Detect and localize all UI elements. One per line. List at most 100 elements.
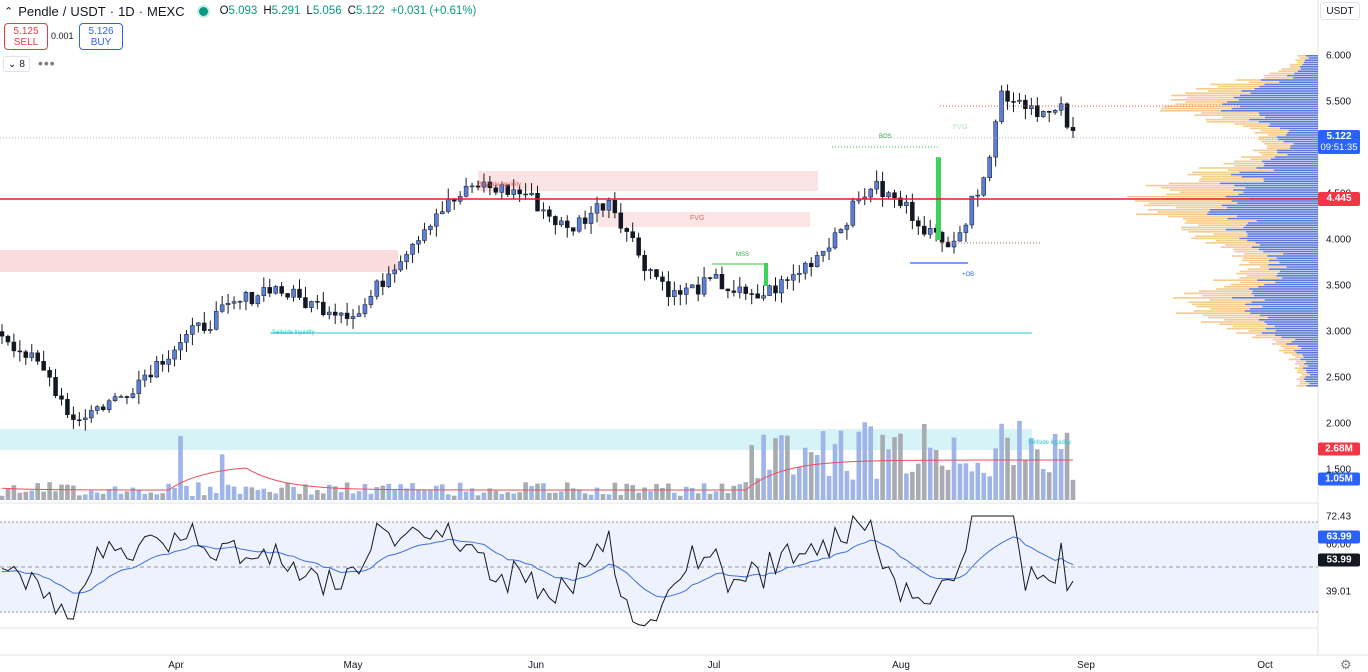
- volume-bar: [172, 487, 177, 500]
- candle-body: [916, 220, 921, 227]
- candle-body: [529, 192, 534, 195]
- volume-profile-bar: [1192, 171, 1240, 174]
- volume-profile-bar: [1182, 217, 1228, 220]
- volume-profile-bar: [1243, 191, 1318, 193]
- volume-bar: [820, 431, 826, 500]
- fvg-label: FVG: [690, 215, 705, 222]
- volume-profile-bar: [1263, 178, 1318, 180]
- price-tick: 3.000: [1326, 326, 1352, 338]
- candle-body: [1046, 111, 1052, 113]
- volume-profile-bar: [1195, 88, 1255, 90]
- volume-profile-bar: [1303, 367, 1318, 369]
- price-tick: 2.500: [1326, 372, 1352, 384]
- volume-bar: [725, 493, 731, 500]
- candle-body: [672, 290, 677, 298]
- volume-profile-bar: [1300, 358, 1318, 361]
- candle-body: [701, 277, 707, 295]
- volume-profile-bar: [1188, 301, 1252, 303]
- currency-button[interactable]: USDT: [1320, 2, 1360, 20]
- volume-bar: [1058, 449, 1064, 500]
- volume-bar: [29, 490, 35, 500]
- volume-profile-bar: [1166, 193, 1239, 196]
- indicators-toggle-button[interactable]: ⌄ 8: [3, 56, 30, 72]
- candle-body: [785, 279, 790, 281]
- volume-bar: [701, 483, 707, 500]
- volume-profile-bar: [1268, 268, 1318, 270]
- candle-body: [588, 212, 594, 224]
- candle-body: [83, 417, 88, 420]
- volume-profile-bar: [1239, 264, 1269, 266]
- candle-body: [136, 379, 142, 394]
- volume-bar: [23, 491, 29, 500]
- volume-profile-bar: [1234, 184, 1318, 187]
- candle-body: [446, 199, 451, 212]
- volume-profile-bar: [1191, 237, 1240, 240]
- volume-profile-bar: [1276, 275, 1318, 277]
- candle-body: [910, 201, 915, 221]
- volume-profile-bar: [1295, 338, 1318, 341]
- volume-profile-bar: [1160, 187, 1246, 189]
- candle-body: [321, 301, 326, 316]
- volume-profile-bar: [1245, 303, 1318, 306]
- volume-profile-bar: [1295, 59, 1306, 61]
- volume-bar: [249, 487, 255, 500]
- volume-bar: [767, 469, 772, 500]
- volume-profile-bar: [1258, 138, 1279, 141]
- candle-body: [154, 361, 159, 378]
- candle-body: [505, 184, 510, 195]
- volume-bar: [749, 445, 754, 500]
- volume-bar: [285, 482, 290, 500]
- volume-profile-bar: [1299, 382, 1310, 385]
- volume-profile-bar: [1232, 325, 1275, 328]
- volume-profile-bar: [1302, 354, 1318, 356]
- volume-profile-bar: [1219, 323, 1267, 325]
- volume-profile-bar: [1296, 352, 1318, 354]
- market-status-icon[interactable]: [196, 4, 210, 18]
- sell-button[interactable]: 5.125 SELL: [4, 23, 48, 50]
- volume-profile-bar: [1255, 242, 1318, 244]
- low-value: 5.056: [312, 5, 342, 17]
- candle-body: [838, 229, 844, 234]
- price-tick: 6.000: [1326, 50, 1352, 62]
- volume-bar: [321, 493, 326, 500]
- volume-bar: [184, 485, 189, 500]
- volume-profile-bar: [1274, 156, 1318, 158]
- volume-bar: [315, 489, 320, 500]
- volume-profile-bar: [1236, 272, 1278, 275]
- more-options-icon[interactable]: •••: [38, 55, 56, 71]
- volume-profile-bar: [1247, 222, 1318, 224]
- volume-bar: [35, 483, 40, 500]
- volume-profile-bar: [1303, 378, 1318, 380]
- collapse-chevron-icon[interactable]: ⌃: [4, 5, 14, 18]
- volume-bar: [255, 489, 261, 500]
- candle-body: [392, 269, 397, 275]
- volume-bar: [94, 492, 100, 500]
- volume-bar: [582, 493, 588, 500]
- symbol-legend: ⌃ Pendle / USDT · 1D · MEXC O5.093 H5.29…: [4, 2, 476, 20]
- volume-profile-bar: [1244, 310, 1318, 312]
- volume-bar: [791, 474, 796, 500]
- volume-profile-bar: [1175, 206, 1228, 209]
- volume-profile-bar: [1298, 345, 1318, 347]
- buy-button[interactable]: 5.126 BUY: [79, 23, 123, 50]
- volume-profile-bar: [1184, 101, 1228, 103]
- volume-profile-bar: [1285, 134, 1318, 136]
- candle-body: [898, 197, 903, 206]
- candle-body: [267, 287, 272, 294]
- volume-profile-bar: [1267, 316, 1318, 319]
- candle-body: [600, 203, 606, 211]
- volume-profile-bar: [1194, 235, 1248, 237]
- volume-bar: [154, 494, 159, 500]
- volume-bar: [553, 492, 558, 500]
- volume-profile-bar: [1239, 237, 1318, 240]
- volume-profile-bar: [1232, 297, 1318, 299]
- volume-profile-bar: [1261, 160, 1318, 163]
- candle-body: [398, 261, 403, 271]
- volume-bar: [148, 492, 154, 500]
- candle-body: [761, 295, 766, 299]
- volume-profile-bar: [1221, 204, 1318, 207]
- candle-body: [410, 243, 415, 255]
- gear-icon[interactable]: ⚙: [1340, 657, 1352, 672]
- symbol-name[interactable]: Pendle: [18, 3, 59, 19]
